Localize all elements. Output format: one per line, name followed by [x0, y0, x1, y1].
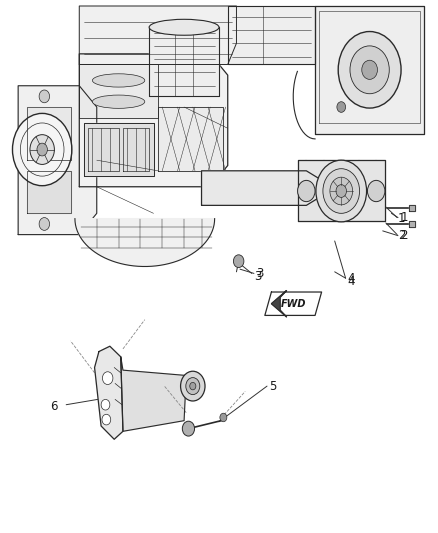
Circle shape — [367, 180, 385, 201]
Text: 4: 4 — [348, 272, 355, 285]
Circle shape — [12, 114, 72, 185]
Ellipse shape — [92, 74, 145, 87]
Polygon shape — [95, 346, 123, 439]
Circle shape — [337, 102, 346, 112]
Polygon shape — [409, 221, 416, 227]
Circle shape — [102, 372, 113, 384]
Text: 1: 1 — [398, 212, 406, 225]
Polygon shape — [228, 6, 315, 64]
Circle shape — [39, 90, 49, 103]
Circle shape — [180, 371, 205, 401]
Text: 5: 5 — [269, 379, 276, 393]
Circle shape — [39, 217, 49, 230]
Polygon shape — [75, 219, 215, 266]
Polygon shape — [79, 64, 158, 118]
Circle shape — [297, 180, 315, 201]
Polygon shape — [149, 27, 219, 96]
Polygon shape — [158, 107, 223, 171]
Circle shape — [190, 382, 196, 390]
Polygon shape — [409, 205, 416, 211]
Circle shape — [102, 414, 111, 425]
Circle shape — [336, 184, 346, 197]
Circle shape — [101, 399, 110, 410]
Text: 1: 1 — [400, 211, 408, 224]
Circle shape — [220, 413, 227, 422]
Polygon shape — [79, 54, 228, 187]
Circle shape — [330, 177, 353, 205]
Polygon shape — [265, 292, 321, 316]
Text: 2: 2 — [400, 229, 408, 242]
Circle shape — [186, 377, 200, 394]
Circle shape — [350, 46, 389, 94]
Polygon shape — [84, 123, 153, 176]
Polygon shape — [27, 107, 71, 160]
Polygon shape — [27, 171, 71, 213]
Polygon shape — [18, 86, 97, 235]
Text: 3: 3 — [256, 267, 264, 280]
Ellipse shape — [92, 95, 145, 108]
Ellipse shape — [149, 19, 219, 35]
Polygon shape — [121, 357, 186, 431]
Circle shape — [30, 135, 54, 165]
Circle shape — [338, 31, 401, 108]
Text: 4: 4 — [348, 275, 355, 288]
Polygon shape — [315, 6, 424, 134]
Polygon shape — [201, 171, 324, 205]
Circle shape — [233, 255, 244, 268]
Circle shape — [182, 421, 194, 436]
Polygon shape — [272, 290, 287, 317]
Circle shape — [37, 143, 47, 156]
Circle shape — [323, 168, 360, 213]
Polygon shape — [14, 6, 420, 266]
Text: 3: 3 — [254, 270, 261, 282]
Text: 2: 2 — [398, 229, 406, 242]
Polygon shape — [79, 6, 237, 64]
Circle shape — [316, 160, 367, 222]
Circle shape — [362, 60, 378, 79]
Text: 6: 6 — [50, 400, 57, 413]
Polygon shape — [297, 160, 385, 221]
Text: FWD: FWD — [280, 298, 306, 309]
